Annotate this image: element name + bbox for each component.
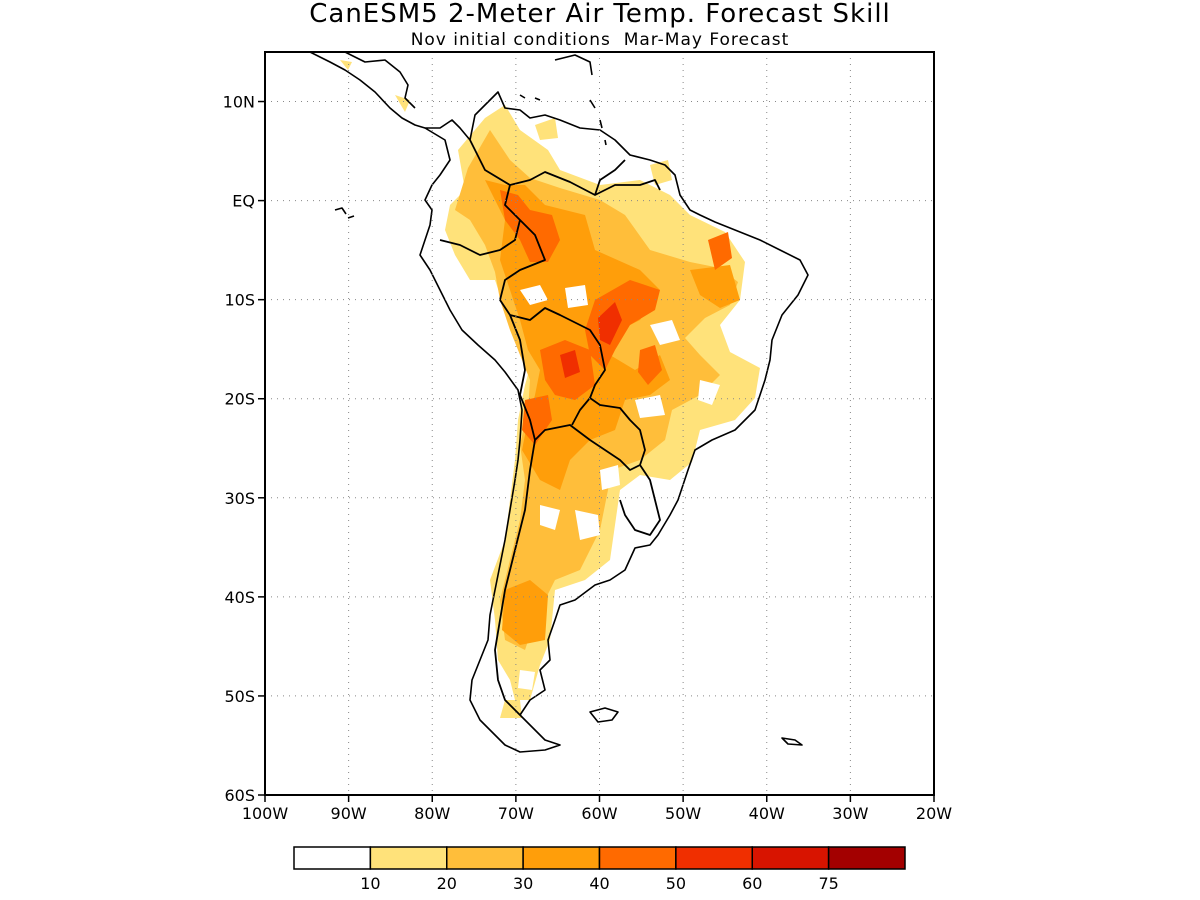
lat-tick-label: 30S [224, 489, 255, 508]
map-subtitle: Nov initial conditions Mar-May Forecast [411, 30, 790, 50]
colorbar-swatch [293, 846, 372, 870]
colorbar-swatch [827, 846, 906, 870]
lon-tick-label: 70W [498, 804, 534, 823]
lat-tick-label: 20S [224, 390, 255, 409]
south-america-coastline [419, 91, 809, 753]
lon-tick-label: 20W [916, 804, 952, 823]
lon-tick-label: 30W [832, 804, 868, 823]
colorbar-label: 60 [742, 874, 762, 893]
lon-tick-label: 40W [749, 804, 785, 823]
colorbar-swatch [446, 846, 524, 870]
country-borders [439, 139, 661, 716]
colorbar-label: 40 [589, 874, 609, 893]
galapagos-islands [334, 207, 355, 219]
lat-tick-label: 50S [224, 687, 255, 706]
caribbean-islands [519, 54, 607, 146]
lon-tick-label: 50W [665, 804, 701, 823]
lon-tick-label: 90W [331, 804, 367, 823]
lon-tick-label: 100W [242, 804, 289, 823]
colorbar-label: 50 [666, 874, 686, 893]
falkland-islands [589, 707, 619, 723]
lon-tick-label: 60W [581, 804, 617, 823]
lat-tick-label: 60S [224, 786, 255, 805]
lat-tick-label: EQ [232, 192, 255, 211]
central-america-coastline [309, 52, 426, 129]
lat-tick-label: 40S [224, 588, 255, 607]
colorbar-swatch [522, 846, 601, 870]
map-plot-area [309, 52, 809, 753]
skill-region-50-60 [560, 302, 622, 378]
colorbar-swatch [598, 846, 677, 870]
colorbar-swatch [369, 846, 448, 870]
skill-region-30-40-south [502, 265, 740, 645]
south-georgia [781, 737, 803, 746]
map-title: CanESM5 2-Meter Air Temp. Forecast Skill [309, 0, 891, 29]
colorbar-label: 75 [818, 874, 838, 893]
colorbar: 10 20 30 40 50 60 75 [293, 846, 906, 893]
map-frame [264, 51, 935, 796]
colorbar-label: 10 [360, 874, 380, 893]
colorbar-swatch [751, 846, 830, 870]
lon-tick-label: 80W [414, 804, 450, 823]
colorbar-label: 30 [513, 874, 533, 893]
lat-tick-label: 10S [224, 291, 255, 310]
colorbar-label: 20 [437, 874, 457, 893]
skill-shading [340, 60, 760, 718]
lat-tick-label: 10N [223, 93, 255, 112]
colorbar-swatch [675, 846, 753, 870]
